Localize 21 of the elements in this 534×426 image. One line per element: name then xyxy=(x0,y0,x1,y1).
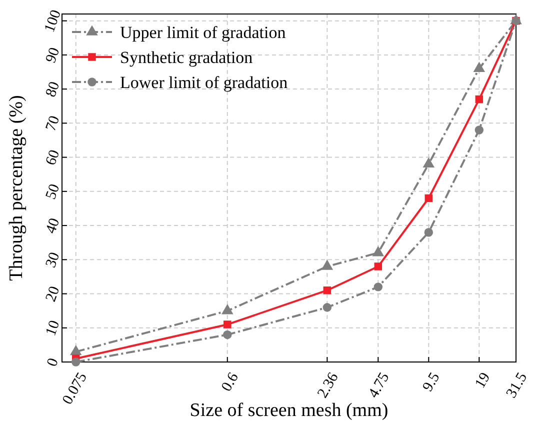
y-tick-label: 80 xyxy=(43,80,64,100)
x-tick-label: 4.75 xyxy=(366,370,393,401)
y-tick-label: 0 xyxy=(44,356,62,369)
y-tick-label: 50 xyxy=(43,182,64,202)
x-tick-label: 19 xyxy=(472,370,494,392)
y-tick-label: 10 xyxy=(43,318,64,338)
legend-label: Synthetic gradation xyxy=(120,48,254,67)
y-tick-label: 90 xyxy=(43,46,64,66)
x-tick-label: 31.5 xyxy=(504,370,531,401)
legend-label: Lower limit of gradation xyxy=(120,72,288,92)
x-axis-title: Size of screen mesh (mm) xyxy=(190,400,388,421)
y-tick-label: 40 xyxy=(43,216,64,236)
y-tick-label: 60 xyxy=(43,148,64,168)
y-tick-label: 20 xyxy=(43,284,64,304)
x-tick-label: 9.5 xyxy=(420,370,444,394)
legend-label: Upper limit of gradation xyxy=(120,22,286,42)
y-tick-label: 30 xyxy=(43,250,64,270)
y-tick-label: 70 xyxy=(43,114,64,134)
y-tick-label: 100 xyxy=(42,8,65,35)
x-tick-label: 0.6 xyxy=(218,370,242,394)
y-axis-title: Through percentage (%) xyxy=(6,95,27,281)
